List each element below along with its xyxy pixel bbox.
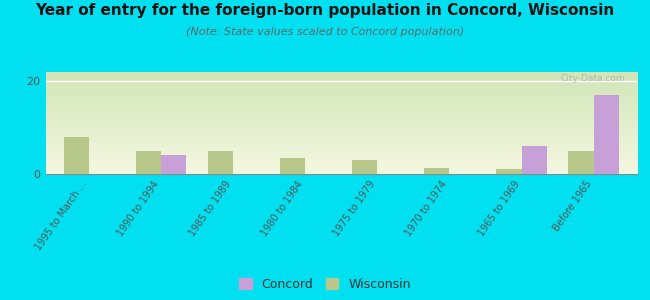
Bar [352,160,377,174]
Bar [161,155,186,174]
Bar [64,137,89,174]
Bar [593,95,619,174]
Bar [424,168,449,174]
Bar [280,158,305,174]
Legend: Concord, Wisconsin: Concord, Wisconsin [239,278,411,291]
Bar [208,151,233,174]
Text: Year of entry for the foreign-born population in Concord, Wisconsin: Year of entry for the foreign-born popul… [35,3,615,18]
Bar [136,151,161,174]
Bar [497,169,521,174]
Bar [521,146,547,174]
Text: City-Data.com: City-Data.com [560,74,625,83]
Bar [569,151,593,174]
Text: (Note: State values scaled to Concord population): (Note: State values scaled to Concord po… [186,27,464,37]
